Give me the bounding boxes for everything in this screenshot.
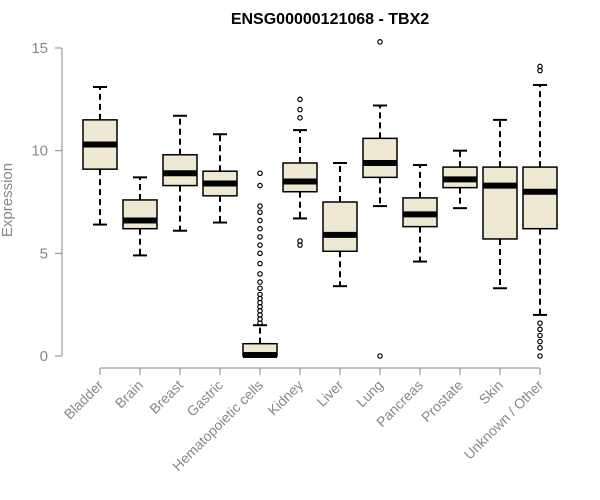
outlier-point [257,209,263,216]
outlier-point [257,170,263,177]
outlier-point [297,106,303,113]
outlier-point [297,96,303,103]
box-iqr [522,166,558,230]
box-breast [162,114,198,232]
outlier-point [257,250,263,257]
outlier-point [257,234,263,240]
outlier-point [537,344,543,351]
outlier-point [257,271,263,277]
outlier-point [297,238,303,244]
box-lung [362,39,398,359]
outlier-point [537,332,543,339]
boxes-group [82,39,558,359]
box-prostate [442,149,478,210]
outlier-point [257,203,263,209]
x-tick-label: Lung [353,377,386,410]
box-kidney [282,96,318,248]
outlier-point [257,225,263,232]
box-gastric [202,133,238,224]
outlier-point [537,320,543,326]
box-bladder [82,86,118,226]
y-axis: 0 5 10 15 [31,40,63,365]
outlier-point [257,285,263,292]
box-liver [322,161,358,288]
y-tick-label: 15 [31,40,48,57]
outlier-point [257,291,263,298]
chart-title: ENSG00000121068 - TBX2 [231,11,429,28]
x-tick-label: Prostate [418,377,466,425]
outlier-point [537,326,543,333]
outlier-point [537,353,543,359]
box-iqr [282,162,318,193]
outlier-point [537,63,543,70]
x-tick-label: Liver [313,377,346,410]
box-iqr [122,199,158,230]
x-tick-label: Kidney [265,377,307,419]
box-pancreas [402,164,438,263]
x-tick-label: Skin [476,377,507,408]
box-iqr [322,201,358,253]
outlier-point [537,338,543,345]
box-unknown-other [522,63,558,359]
outlier-point [377,353,383,359]
x-tick-label: Bladder [61,377,107,423]
outlier-point [257,279,263,285]
y-tick-label: 0 [40,348,48,365]
y-tick-label: 10 [31,143,48,160]
x-tick-label: Breast [146,377,186,417]
outlier-point [257,217,263,224]
outlier-point [257,242,263,248]
outlier-point [297,115,303,121]
box-hematopoietic-cells [242,170,278,358]
outlier-point [257,260,263,267]
outlier-point [257,182,263,189]
outlier-point [377,39,383,45]
y-tick-label: 5 [40,245,48,262]
box-skin [482,118,518,290]
box-iqr [482,166,518,240]
x-tick-label: Brain [112,377,146,411]
box-iqr [162,154,198,187]
y-axis-label: Expression [0,163,16,237]
box-iqr [362,137,398,179]
box-brain [122,176,158,257]
